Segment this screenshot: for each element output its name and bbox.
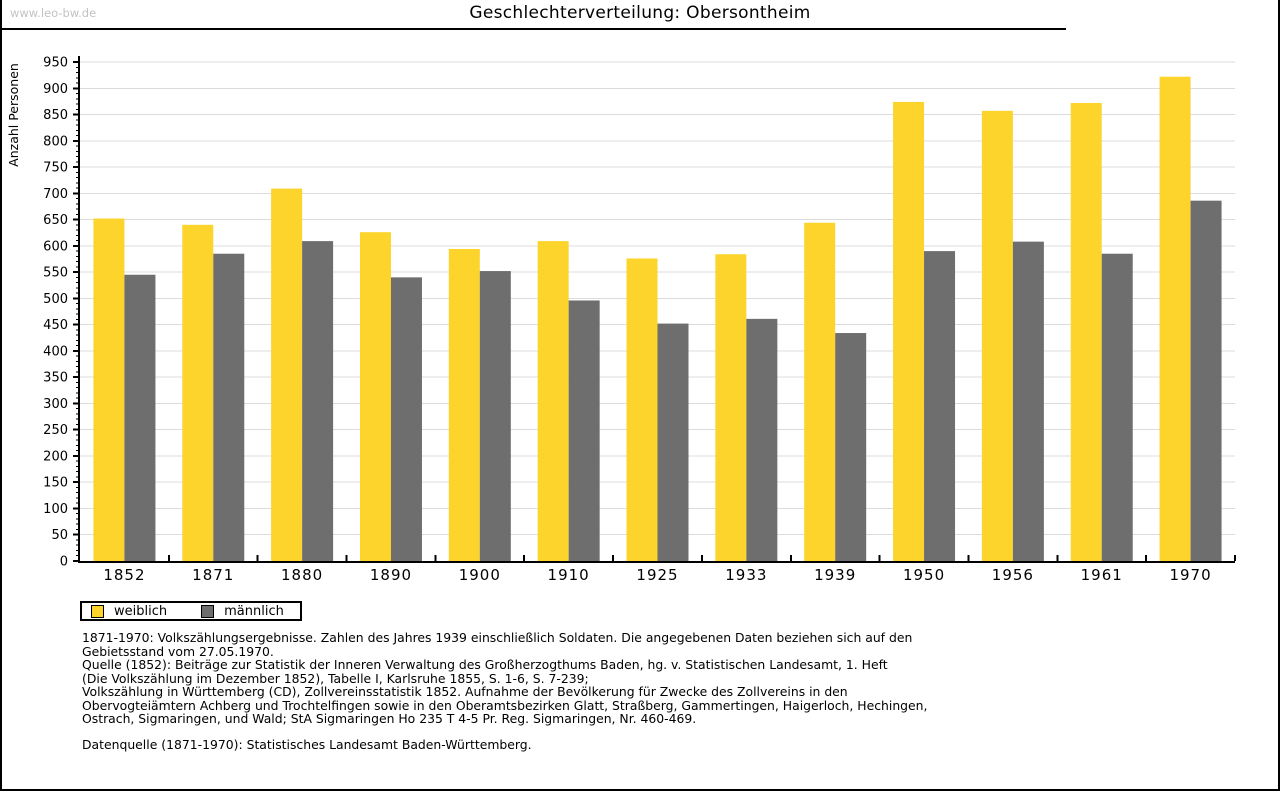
footnote-line: Gebietsstand vom 27.05.1970. bbox=[82, 643, 274, 659]
bar-maennlich bbox=[124, 274, 156, 561]
x-tick-label: 1925 bbox=[636, 566, 678, 584]
y-tick-label: 50 bbox=[51, 528, 68, 543]
datasource-line: Datenquelle (1871-1970): Statistisches L… bbox=[82, 737, 532, 752]
x-tick-label: 1910 bbox=[548, 566, 590, 584]
bar-weiblich bbox=[537, 241, 569, 561]
footnote-line: Ostrach, Sigmaringen, und Wald; StA Sigm… bbox=[82, 711, 697, 726]
legend-item-weiblich: weiblich bbox=[91, 604, 167, 619]
bar-maennlich bbox=[1101, 253, 1133, 561]
x-tick-label: 1871 bbox=[192, 566, 234, 584]
bar-weiblich bbox=[715, 254, 747, 561]
y-tick-label: 650 bbox=[43, 213, 68, 228]
bar-maennlich bbox=[213, 253, 245, 561]
footnote-line: Quelle (1852): Beiträge zur Statistik de… bbox=[82, 657, 888, 672]
y-tick-label: 450 bbox=[43, 318, 68, 333]
legend: weiblich männlich bbox=[80, 601, 302, 621]
bar-maennlich bbox=[835, 333, 867, 561]
footnote-line: 1871-1970: Volkszählungsergebnisse. Zahl… bbox=[82, 630, 913, 645]
header-divider bbox=[2, 28, 1066, 30]
bar-maennlich bbox=[479, 271, 511, 561]
footnote-line: Volkszählung in Württemberg (CD), Zollve… bbox=[82, 684, 848, 699]
y-tick-label: 950 bbox=[43, 56, 68, 71]
y-tick-label: 850 bbox=[43, 108, 68, 123]
bar-maennlich bbox=[302, 241, 334, 561]
footnote-line: (Die Volkszählung im Dezember 1852), Tab… bbox=[82, 670, 589, 686]
x-tick-label: 1970 bbox=[1169, 566, 1211, 584]
y-tick-label: 800 bbox=[43, 134, 68, 149]
bar-maennlich bbox=[746, 318, 778, 561]
legend-swatch-maennlich-icon bbox=[201, 604, 215, 618]
x-tick-label: 1890 bbox=[370, 566, 412, 584]
legend-label-weiblich: weiblich bbox=[114, 603, 168, 619]
y-tick-label: 550 bbox=[43, 266, 68, 281]
footnote-line: Obervogteiämtern Achberg und Trochtelfin… bbox=[82, 697, 928, 713]
y-tick-label: 250 bbox=[43, 423, 68, 438]
x-tick-label: 1933 bbox=[725, 566, 767, 584]
bar-weiblich bbox=[182, 224, 214, 561]
bar-maennlich bbox=[924, 251, 956, 562]
y-tick-label: 400 bbox=[43, 344, 68, 359]
bar-weiblich bbox=[981, 110, 1013, 561]
bar-weiblich bbox=[804, 222, 836, 561]
y-tick-label: 750 bbox=[43, 161, 68, 176]
x-tick-label: 1900 bbox=[459, 566, 501, 584]
x-tick-label: 1939 bbox=[814, 566, 856, 584]
x-tick-label: 1956 bbox=[992, 566, 1034, 584]
legend-item-maennlich: männlich bbox=[201, 604, 284, 619]
y-tick-label: 200 bbox=[43, 449, 68, 464]
x-tick-label: 1961 bbox=[1081, 566, 1123, 584]
x-tick-label: 1852 bbox=[103, 566, 145, 584]
y-tick-label: 100 bbox=[43, 502, 68, 517]
legend-label-maennlich: männlich bbox=[224, 603, 284, 619]
y-tick-label: 900 bbox=[43, 82, 68, 97]
watermark: www.leo-bw.de bbox=[10, 6, 97, 20]
bar-maennlich bbox=[1012, 241, 1044, 561]
legend-swatch-weiblich-icon bbox=[91, 604, 104, 618]
page-title: Geschlechterverteilung: Obersontheim bbox=[469, 3, 811, 23]
bar-weiblich bbox=[271, 188, 303, 561]
y-tick-label: 700 bbox=[43, 187, 68, 202]
bar-weiblich bbox=[359, 232, 391, 562]
bar-weiblich bbox=[893, 101, 925, 562]
y-axis-title: Anzahl Personen bbox=[6, 63, 21, 167]
y-tick-label: 500 bbox=[43, 292, 68, 307]
y-tick-label: 350 bbox=[43, 371, 68, 386]
bar-weiblich bbox=[93, 218, 125, 561]
y-tick-label: 150 bbox=[43, 476, 68, 491]
bar-maennlich bbox=[568, 300, 600, 561]
bar-maennlich bbox=[1190, 200, 1222, 561]
footnotes: 1871-1970: Volkszählungsergebnisse. Zahl… bbox=[82, 631, 927, 726]
bar-maennlich bbox=[390, 277, 422, 561]
x-tick-label: 1880 bbox=[281, 566, 323, 584]
bar-weiblich bbox=[1070, 102, 1102, 562]
bar-maennlich bbox=[657, 323, 689, 561]
bar-weiblich bbox=[626, 258, 658, 561]
x-tick-label: 1950 bbox=[903, 566, 945, 584]
bar-weiblich bbox=[448, 248, 480, 561]
bar-weiblich bbox=[1159, 76, 1191, 561]
y-tick-label: 0 bbox=[60, 555, 68, 570]
y-tick-label: 600 bbox=[43, 239, 68, 254]
y-tick-label: 300 bbox=[43, 397, 68, 412]
